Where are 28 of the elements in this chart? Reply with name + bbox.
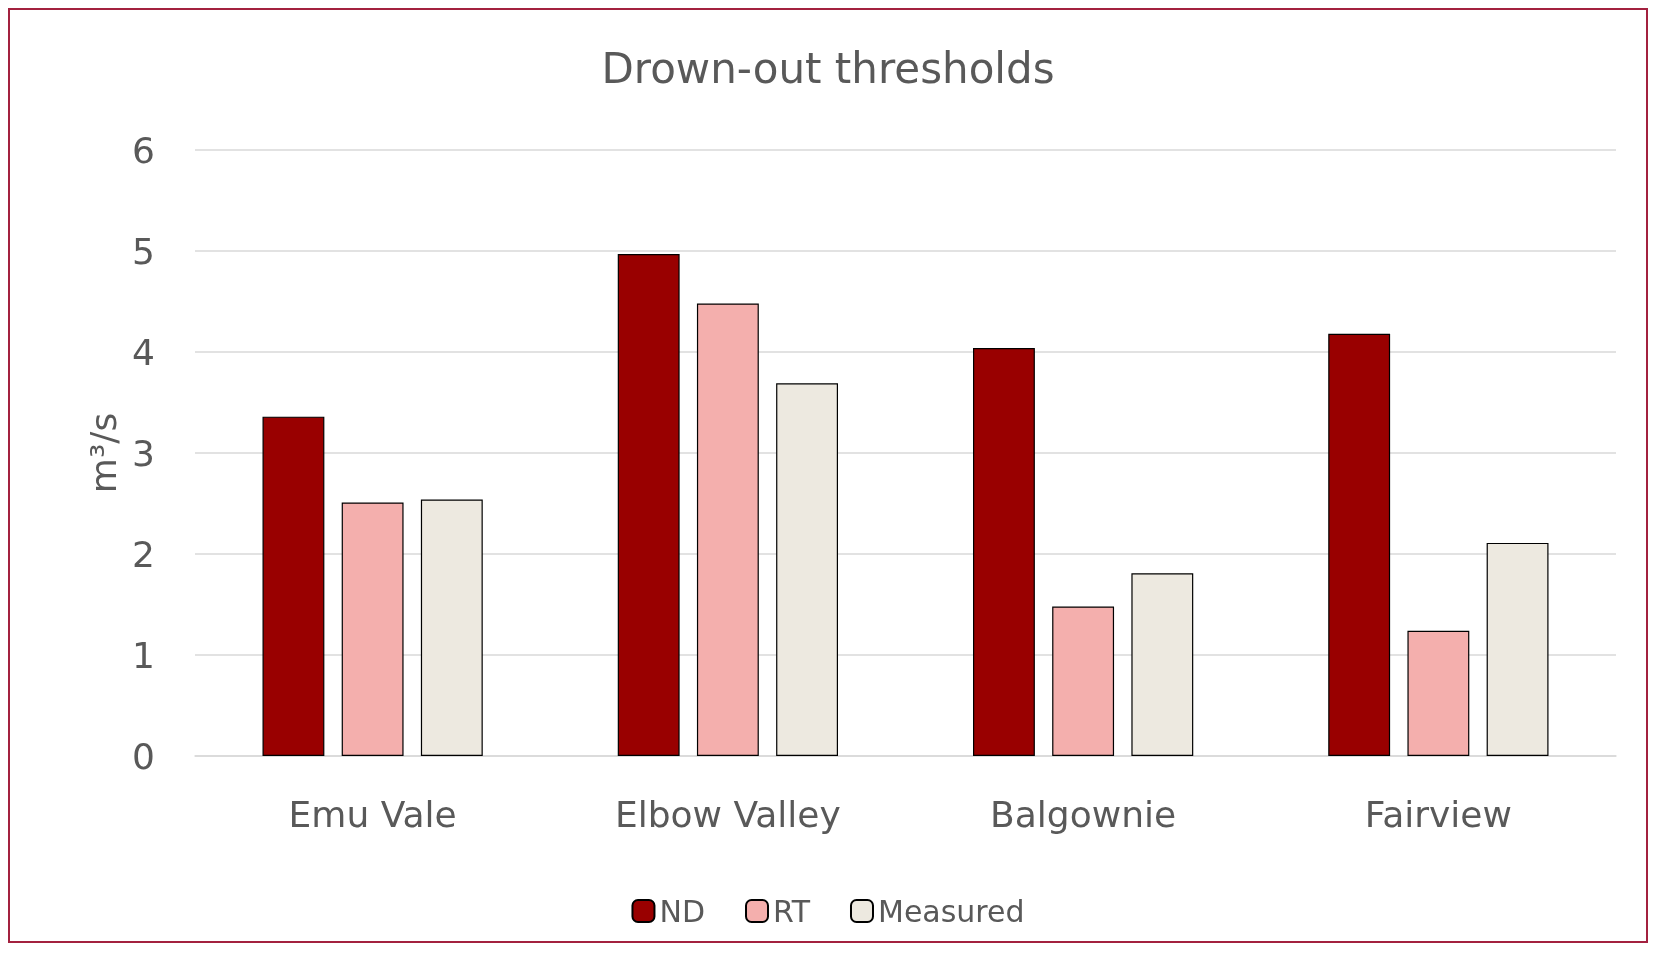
y-tick-label: 3 xyxy=(132,432,155,474)
y-tick-label: 6 xyxy=(132,129,155,171)
bar xyxy=(1407,630,1470,756)
chart-title: Drown-out thresholds xyxy=(601,43,1055,93)
bar xyxy=(1131,573,1194,756)
bar xyxy=(1052,606,1115,756)
legend-label: Measured xyxy=(877,893,1025,929)
bar xyxy=(776,383,838,756)
x-tick-label: Emu Vale xyxy=(288,793,457,835)
bar xyxy=(696,303,759,756)
y-tick-label: 1 xyxy=(132,634,155,676)
legend-label: ND xyxy=(659,893,706,929)
x-tick-label: Balgownie xyxy=(990,793,1177,835)
bar xyxy=(262,416,325,756)
bar xyxy=(1328,333,1391,756)
bar xyxy=(420,499,483,756)
bar xyxy=(1486,542,1549,756)
y-tick-label: 5 xyxy=(132,230,155,272)
x-tick-label: Elbow Valley xyxy=(614,793,841,835)
y-tick-label: 0 xyxy=(132,735,155,777)
y-tick-label: 4 xyxy=(132,331,155,373)
y-axis-title: m³/s xyxy=(82,412,124,494)
bar xyxy=(973,347,1035,756)
y-tick-label: 2 xyxy=(132,533,155,575)
bar xyxy=(341,502,404,756)
x-tick-label: Fairview xyxy=(1364,793,1512,835)
bar xyxy=(617,254,680,756)
legend-label: RT xyxy=(773,893,811,929)
